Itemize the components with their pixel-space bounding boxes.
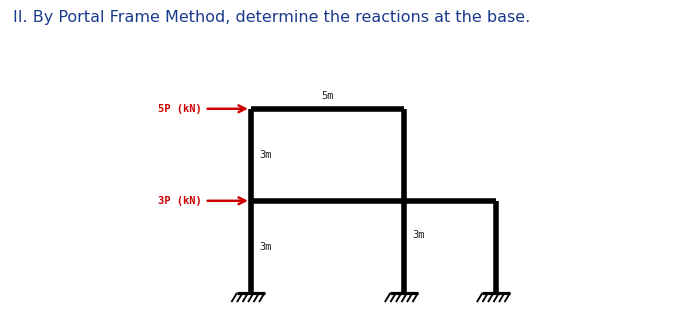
Text: 5m: 5m <box>321 91 334 101</box>
Text: 3m: 3m <box>413 230 425 240</box>
Text: 3m: 3m <box>260 150 272 160</box>
Text: 3m: 3m <box>260 242 272 252</box>
Text: 5P (kN): 5P (kN) <box>158 104 202 114</box>
Text: II. By Portal Frame Method, determine the reactions at the base.: II. By Portal Frame Method, determine th… <box>13 10 530 25</box>
Text: 3P (kN): 3P (kN) <box>158 196 202 206</box>
